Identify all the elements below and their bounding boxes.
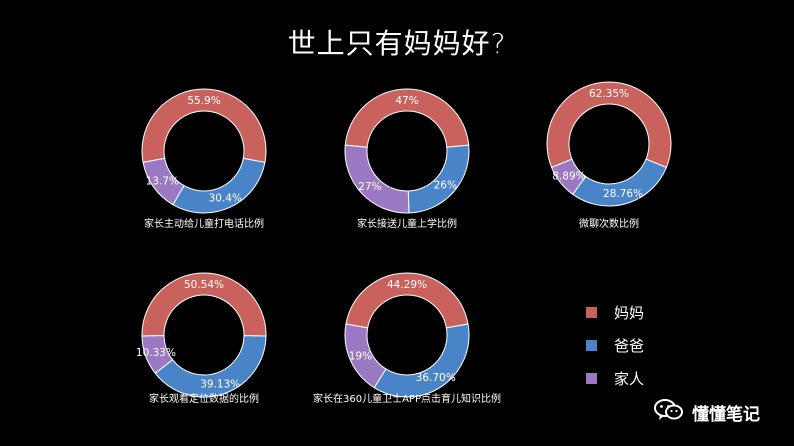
legend-label-dad: 爸爸 — [614, 337, 645, 355]
legend-label-family: 家人 — [614, 370, 645, 388]
legend-label-mom: 妈妈 — [614, 304, 645, 322]
slice-label-dad: 36.70% — [416, 372, 456, 384]
slice-label-dad: 39.13% — [200, 378, 240, 390]
page-title: 世上只有妈妈好? — [287, 27, 507, 60]
legend-item-dad: 爸爸 — [586, 329, 644, 362]
donut-chart-3: 62.35% 28.76% 8.89% 微聊次数比例 — [546, 81, 672, 230]
donut-chart-1: 55.9% 30.4% 13.7% 家长主动给儿童打电话比例 — [141, 88, 267, 230]
slice-label-mom: 47% — [395, 95, 418, 107]
slice-label-mom: 50.54% — [184, 279, 224, 291]
slice-mom — [344, 88, 470, 148]
slice-mom — [345, 272, 469, 329]
chart-caption: 家长接送儿童上学比例 — [357, 217, 457, 230]
slice-dad — [172, 157, 266, 214]
slice-family — [344, 144, 410, 214]
slice-dad — [154, 335, 267, 398]
slice-label-mom: 62.35% — [589, 88, 629, 100]
slice-label-family: 8.89% — [552, 171, 585, 183]
slice-label-mom: 55.9% — [187, 95, 220, 107]
chart-caption: 家长观看定位数据的比例 — [149, 392, 259, 405]
slice-family — [550, 158, 587, 196]
slice-family — [344, 323, 387, 389]
donut-chart-5: 44.29% 36.70% 19% 家长在360儿童卫士APP点击育儿知识比例 — [313, 272, 501, 405]
slice-mom — [546, 81, 672, 169]
donut-chart-2: 47% 26% 27% 家长接送儿童上学比例 — [344, 88, 470, 230]
slice-label-dad: 26% — [434, 180, 457, 192]
legend-item-mom: 妈妈 — [586, 296, 644, 329]
chart-caption: 家长主动给儿童打电话比例 — [144, 217, 264, 230]
slice-family — [141, 335, 174, 375]
legend-swatch-mom — [586, 307, 597, 318]
legend-swatch-family — [586, 373, 597, 384]
slice-mom — [141, 272, 267, 337]
legend-swatch-dad — [586, 340, 597, 351]
slice-family — [142, 157, 185, 206]
slice-label-mom: 44.29% — [387, 279, 427, 291]
slice-label-dad: 30.4% — [209, 192, 242, 204]
slice-label-family: 27% — [358, 181, 381, 193]
wechat-icon — [654, 398, 684, 427]
donut-chart-4: 50.54% 39.13% 10.33% 家长观看定位数据的比例 — [136, 272, 267, 405]
slice-label-family: 13.7% — [146, 175, 179, 187]
watermark-text: 懂懂笔记 — [692, 405, 760, 425]
watermark: 懂懂笔记 — [654, 398, 760, 427]
legend-item-family: 家人 — [586, 362, 644, 395]
chart-caption: 家长在360儿童卫士APP点击育儿知识比例 — [313, 392, 501, 405]
legend: 妈妈 爸爸 家人 — [586, 296, 644, 395]
slice-mom — [141, 88, 267, 164]
slice-dad — [373, 323, 470, 398]
slice-label-family: 19% — [349, 351, 372, 363]
chart-caption: 微聊次数比例 — [579, 217, 639, 230]
slice-label-dad: 28.76% — [603, 188, 643, 200]
slice-label-family: 10.33% — [136, 347, 176, 359]
